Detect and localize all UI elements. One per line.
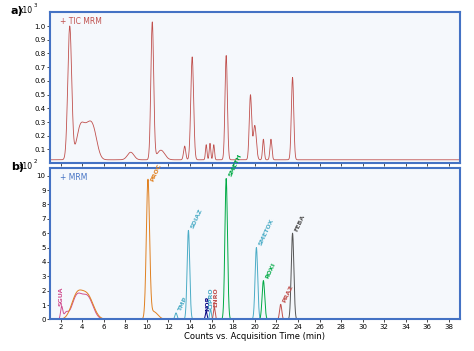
Text: b): b) — [11, 163, 24, 172]
Text: + TIC MRM: + TIC MRM — [60, 17, 102, 26]
Text: SGUA: SGUA — [59, 287, 64, 306]
Text: x10: x10 — [19, 6, 33, 15]
Text: FEBA: FEBA — [294, 214, 306, 232]
Text: 3: 3 — [33, 3, 37, 8]
Text: PROC: PROC — [150, 163, 162, 182]
Text: NOR: NOR — [205, 296, 210, 311]
Text: ROXI: ROXI — [264, 262, 276, 280]
Text: a): a) — [11, 6, 23, 16]
X-axis label: Counts vs. Acquisition Time (min): Counts vs. Acquisition Time (min) — [184, 332, 325, 342]
Text: TMP: TMP — [177, 296, 188, 312]
Text: + MRM: + MRM — [60, 173, 87, 182]
Text: CIPRO: CIPRO — [209, 287, 214, 309]
Text: SDIAZ: SDIAZ — [190, 208, 203, 230]
Text: x10: x10 — [19, 163, 33, 171]
Text: SMETOX: SMETOX — [258, 218, 274, 247]
Text: PRAZ: PRAZ — [282, 284, 294, 304]
Text: ENRO: ENRO — [213, 287, 218, 307]
Text: 2: 2 — [33, 159, 37, 164]
Text: SMETH: SMETH — [228, 153, 242, 178]
